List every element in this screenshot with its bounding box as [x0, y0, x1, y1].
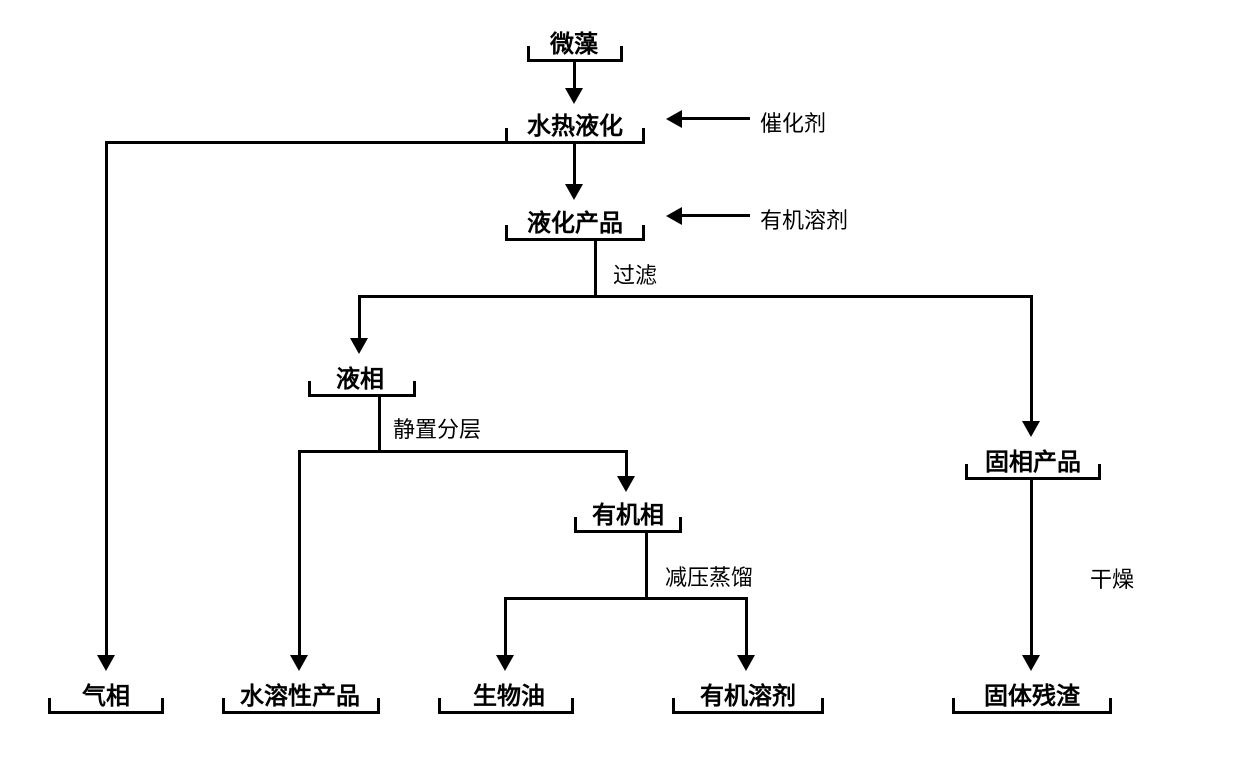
label-settle-text: 静置分层: [393, 417, 481, 442]
label-settle: 静置分层: [393, 412, 481, 444]
arrow-solid-to-residue: [1022, 655, 1040, 671]
bracket-solvent-out: [672, 698, 824, 714]
bracket-liq-product: [505, 225, 645, 241]
node-catalyst: 催化剂: [760, 106, 826, 138]
arrow-catalyst-htl: [666, 110, 682, 128]
bracket-biooil: [438, 698, 574, 714]
edge-filter-to-solid: [1030, 295, 1033, 423]
arrow-filter-to-solid: [1022, 421, 1040, 437]
edge-filter-to-liquid: [358, 295, 361, 340]
bracket-aqueous: [222, 698, 380, 714]
arrow-htl-liqprod: [565, 184, 583, 200]
edge-vacdist-to-biooil: [504, 597, 507, 657]
bracket-solid-residue: [952, 698, 1112, 714]
label-vac-dist-text: 减压蒸馏: [665, 565, 753, 590]
bracket-htl: [505, 128, 645, 144]
bracket-solid-product: [965, 464, 1101, 480]
edge-solvent-liqprod: [680, 214, 750, 217]
node-catalyst-label: 催化剂: [760, 111, 826, 136]
arrow-settle-to-aqueous: [290, 655, 308, 671]
label-dry: 干燥: [1090, 562, 1134, 594]
edge-htl-gas-h: [105, 141, 508, 144]
bracket-microalgae: [527, 46, 623, 62]
edge-settle-split-h: [298, 450, 628, 453]
edge-htl-liqprod: [573, 144, 576, 188]
bracket-liquid-phase: [308, 381, 416, 397]
bracket-organic-phase: [574, 517, 682, 533]
label-vac-dist: 减压蒸馏: [665, 560, 753, 592]
arrow-vacdist-to-solvent: [737, 655, 755, 671]
node-solvent-in: 有机溶剂: [760, 203, 848, 235]
label-dry-text: 干燥: [1090, 567, 1134, 592]
edge-settle-to-organic: [625, 450, 628, 478]
label-filter: 过滤: [613, 258, 657, 290]
arrow-settle-to-organic: [617, 476, 635, 492]
edge-catalyst-htl: [680, 117, 750, 120]
edge-solid-to-residue: [1030, 480, 1033, 657]
edge-filter-split-h: [358, 295, 1033, 298]
edge-liqprod-split: [594, 241, 597, 298]
arrow-htl-gas: [97, 655, 115, 671]
bracket-gas-phase: [48, 698, 164, 714]
arrow-vacdist-to-biooil: [496, 655, 514, 671]
edge-htl-gas-v: [105, 141, 108, 657]
edge-settle-to-aqueous: [298, 450, 301, 657]
arrow-solvent-liqprod: [666, 207, 682, 225]
node-solvent-in-label: 有机溶剂: [760, 208, 848, 233]
edge-organic-vacdist: [645, 533, 648, 600]
label-filter-text: 过滤: [613, 263, 657, 288]
edge-vacdist-split-h: [504, 597, 748, 600]
arrow-microalgae-htl: [565, 88, 583, 104]
edge-vacdist-to-solvent: [745, 597, 748, 657]
edge-liquid-settle: [378, 397, 381, 453]
arrow-filter-to-liquid: [350, 338, 368, 354]
